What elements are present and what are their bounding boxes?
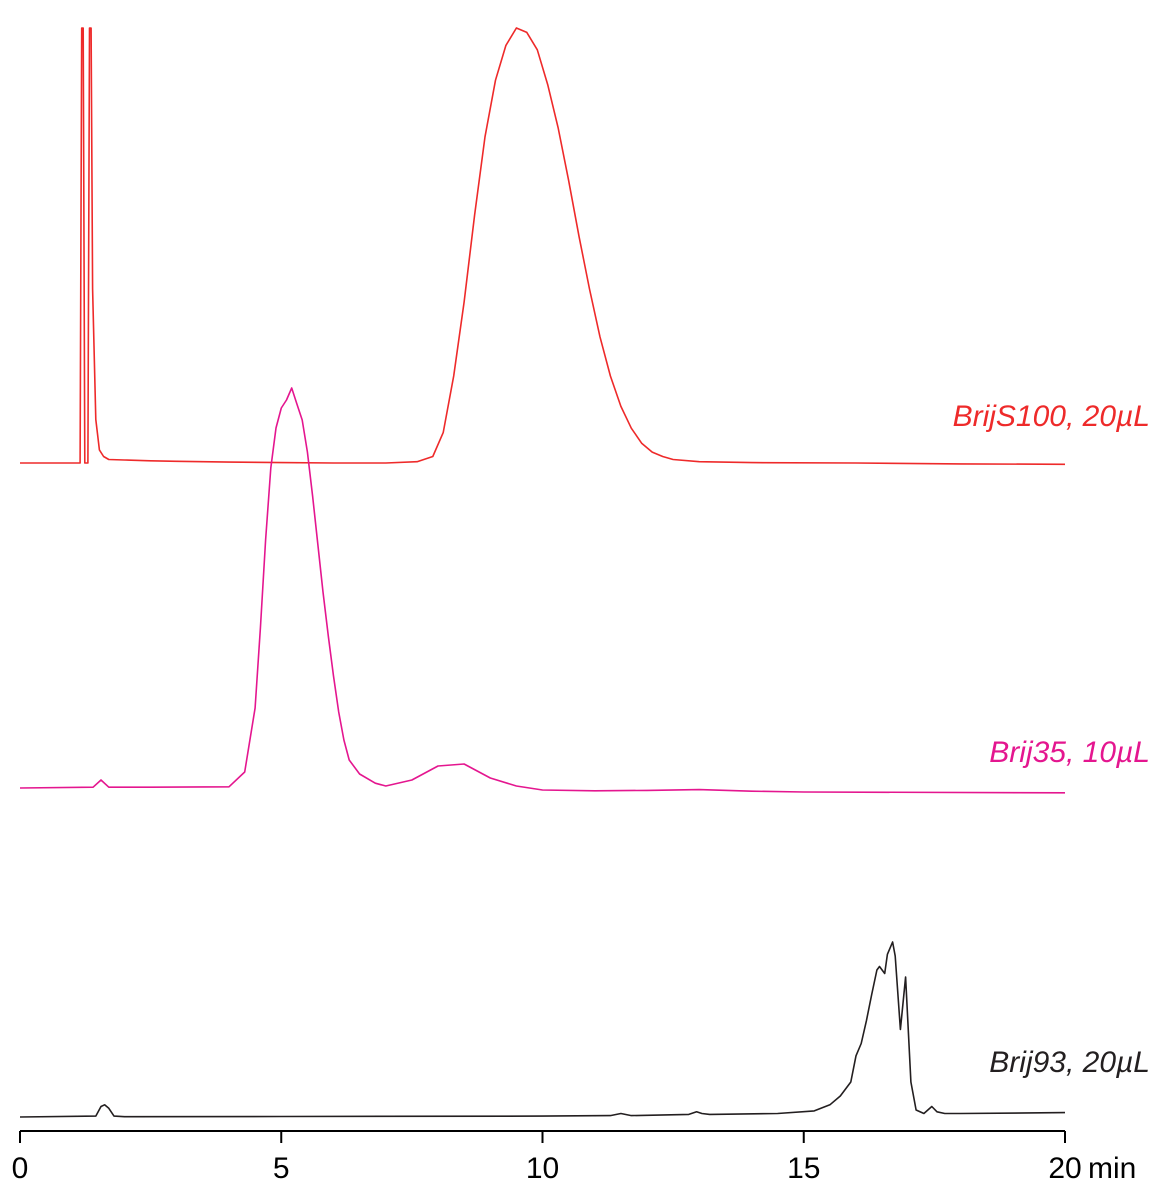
series-label-brij35: Brij35, 10µL	[989, 736, 1150, 769]
x-tick-label: 0	[12, 1152, 29, 1184]
trace-brij93	[19, 941, 1066, 1118]
x-tick-label: 15	[787, 1152, 820, 1184]
trace-group	[19, 27, 1066, 1118]
x-tick-label: 5	[273, 1152, 290, 1184]
series-label-brij93: Brij93, 20µL	[989, 1046, 1150, 1079]
x-axis-ticks: 0 5 10 15 20	[12, 1131, 1082, 1184]
x-tick-label: 20	[1048, 1152, 1081, 1184]
trace-brij35	[19, 387, 1066, 794]
x-axis: 0 5 10 15 20 min	[12, 1130, 1136, 1184]
x-tick-label: 10	[526, 1152, 559, 1184]
x-axis-unit-label: min	[1088, 1152, 1136, 1184]
series-label-brijs100: BrijS100, 20µL	[953, 400, 1150, 433]
trace-brijs100	[20, 27, 1066, 466]
